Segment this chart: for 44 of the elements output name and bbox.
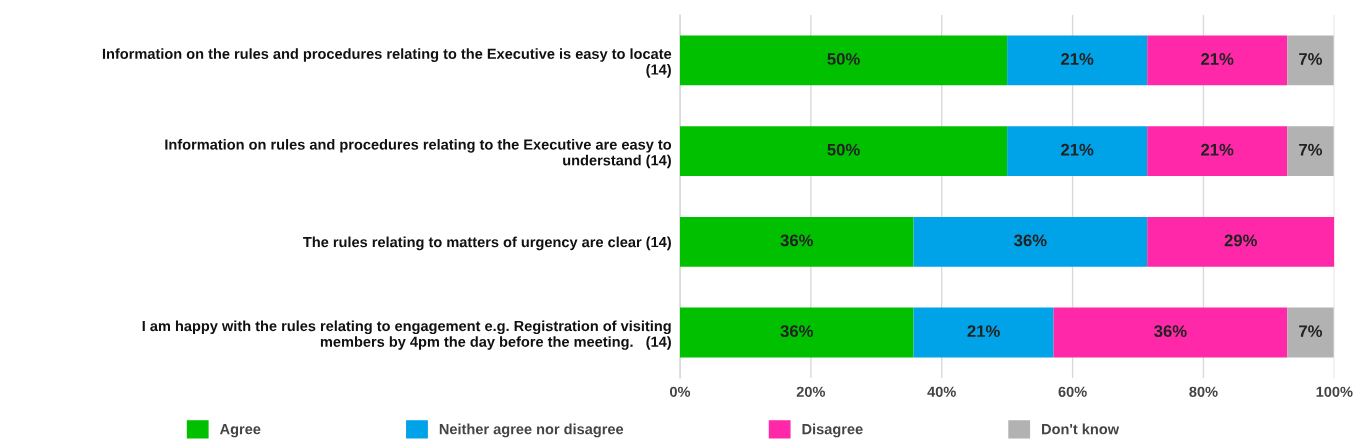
data-label: 7% — [1299, 325, 1323, 337]
x-tick-label: 60% — [1058, 386, 1087, 397]
bar — [679, 216, 914, 267]
data-label: 21% — [967, 325, 1000, 337]
bar — [1287, 126, 1334, 177]
data-label: 36% — [780, 325, 813, 338]
bar — [1147, 35, 1288, 86]
data-label: 29% — [1224, 234, 1257, 247]
legend-label: Disagree — [802, 423, 863, 438]
data-label: 36% — [780, 234, 813, 247]
y-tick-label: I am happy with the rules relating to engagement e.g. Registration of visiting members by 4pm the day before the meeting. (14) — [142, 320, 671, 350]
bar — [1007, 126, 1148, 177]
data-label: 36% — [1014, 234, 1047, 247]
x-tick-label: 80% — [1189, 386, 1218, 397]
data-label: 21% — [1061, 143, 1094, 156]
data-label: 7% — [1299, 143, 1323, 156]
legend-label: Agree — [219, 424, 261, 438]
bar — [679, 126, 1008, 177]
bar — [679, 35, 1008, 86]
x-tick-label: 40% — [927, 386, 956, 397]
y-tick-label: The rules relating to matters of urgency are clear (14) — [303, 236, 671, 251]
x-tick-label: 100% — [1316, 386, 1353, 397]
data-label: 50% — [827, 53, 860, 65]
x-tick-label: 20% — [796, 386, 826, 397]
bar — [679, 307, 914, 358]
legend-label: Don't know — [1042, 423, 1120, 435]
data-label: 21% — [1061, 53, 1094, 65]
data-label: 7% — [1299, 53, 1323, 65]
bar — [1287, 307, 1334, 358]
data-label: 21% — [1201, 53, 1234, 65]
bar — [1007, 35, 1148, 86]
data-label: 21% — [1201, 143, 1234, 156]
bar — [1147, 126, 1288, 177]
x-tick-label: 0% — [669, 386, 691, 397]
data-label: 50% — [827, 143, 860, 156]
bar — [913, 307, 1054, 358]
y-tick-label: Information on rules and procedures relating to the Executive are easy to understand (14) — [165, 139, 672, 169]
y-tick-label: Information on the rules and procedures relating to the Executive is easy to locate (14) — [102, 48, 672, 78]
bar — [1053, 307, 1288, 358]
bar — [913, 216, 1148, 267]
bar — [1287, 35, 1334, 86]
bar — [1147, 216, 1335, 267]
legend-label: Neither agree nor disagree — [439, 423, 624, 438]
data-label: 36% — [1154, 325, 1187, 338]
